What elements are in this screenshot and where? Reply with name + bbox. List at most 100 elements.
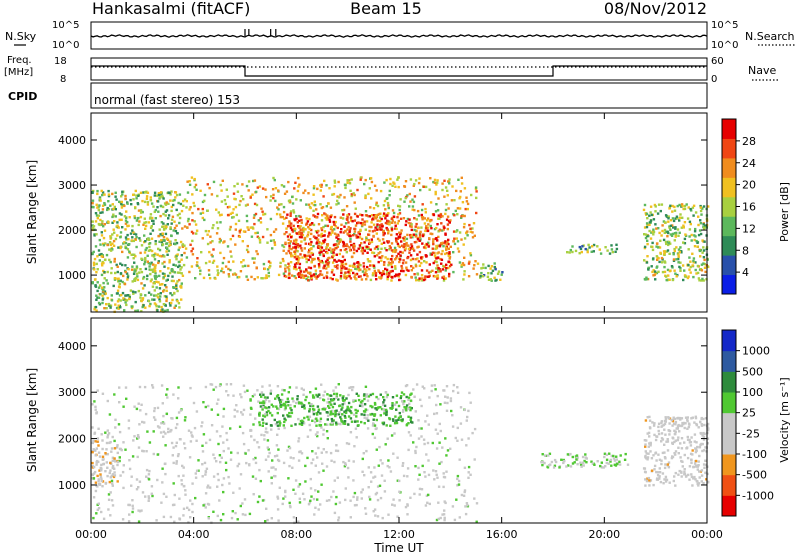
scatter-cell bbox=[111, 435, 114, 439]
scatter-cell bbox=[300, 276, 303, 279]
scatter-cell bbox=[131, 236, 134, 239]
scatter-cell bbox=[424, 211, 427, 214]
scatter-cell bbox=[364, 271, 367, 274]
scatter-cell bbox=[317, 508, 320, 511]
scatter-cell bbox=[442, 225, 445, 228]
scatter-cell bbox=[543, 454, 547, 457]
scatter-cell bbox=[250, 235, 254, 238]
scatter-cell bbox=[442, 485, 445, 489]
scatter-cell bbox=[175, 193, 179, 197]
scatter-cell bbox=[320, 232, 323, 236]
scatter-cell bbox=[692, 261, 695, 264]
scatter-cell bbox=[401, 262, 405, 265]
scatter-cell bbox=[331, 412, 335, 416]
scatter-cell bbox=[147, 221, 151, 224]
scatter-cell bbox=[361, 214, 364, 217]
scatter-cell bbox=[188, 183, 192, 186]
scatter-cell bbox=[291, 254, 294, 257]
scatter-cell bbox=[334, 243, 337, 246]
scatter-cell bbox=[291, 202, 295, 205]
scatter-cell bbox=[368, 268, 371, 271]
scatter-cell bbox=[395, 394, 399, 397]
scatter-cell bbox=[236, 464, 239, 468]
scatter-cell bbox=[133, 216, 137, 220]
scatter-cell bbox=[220, 189, 223, 192]
scatter-cell bbox=[327, 261, 330, 265]
scatter-cell bbox=[341, 217, 345, 220]
scatter-cell bbox=[702, 449, 706, 452]
scatter-cell bbox=[294, 249, 298, 252]
scatter-cell bbox=[98, 197, 102, 200]
scatter-cell bbox=[357, 267, 360, 270]
scatter-cell bbox=[158, 248, 162, 252]
scatter-cell bbox=[289, 200, 292, 204]
scatter-cell bbox=[125, 299, 129, 302]
scatter-cell bbox=[399, 396, 402, 400]
scatter-cell bbox=[99, 211, 102, 214]
scatter-cell bbox=[339, 422, 342, 426]
scatter-cell bbox=[395, 233, 399, 236]
scatter-cell bbox=[430, 389, 433, 393]
scatter-cell bbox=[335, 392, 339, 396]
scatter-cell bbox=[284, 495, 287, 498]
scatter-cell bbox=[449, 397, 453, 400]
scatter-cell bbox=[259, 401, 262, 405]
scatter-cell bbox=[153, 289, 156, 292]
scatter-cell bbox=[370, 480, 373, 483]
scatter-cell bbox=[654, 272, 657, 275]
scatter-cell bbox=[427, 271, 431, 274]
scatter-cell bbox=[107, 200, 110, 203]
scatter-cell bbox=[463, 187, 467, 190]
scatter-cell bbox=[471, 236, 475, 239]
scatter-cell bbox=[386, 275, 389, 278]
scatter-cell bbox=[695, 464, 698, 467]
scatter-cell bbox=[463, 222, 466, 226]
scatter-cell bbox=[269, 392, 272, 395]
scatter-cell bbox=[180, 298, 183, 301]
scatter-cell bbox=[448, 257, 451, 260]
scatter-cell bbox=[615, 458, 618, 461]
scatter-cell bbox=[440, 222, 443, 225]
scatter-cell bbox=[143, 221, 146, 224]
scatter-cell bbox=[437, 235, 440, 239]
scatter-cell bbox=[108, 480, 111, 484]
scatter-cell bbox=[365, 449, 368, 453]
scatter-cell bbox=[180, 209, 184, 213]
scatter-cell bbox=[152, 222, 155, 225]
scatter-cell bbox=[225, 390, 228, 393]
scatter-cell bbox=[291, 195, 294, 199]
scatter-cell bbox=[419, 238, 422, 241]
scatter-cell bbox=[706, 437, 710, 440]
scatter-cell bbox=[91, 191, 94, 194]
scatter-cell bbox=[337, 519, 340, 522]
colorbar-segment bbox=[722, 235, 736, 256]
scatter-cell bbox=[403, 238, 406, 241]
scatter-cell bbox=[274, 228, 278, 231]
scatter-cell bbox=[426, 414, 429, 417]
scatter-cell bbox=[333, 228, 336, 231]
scatter-cell bbox=[177, 397, 180, 400]
scatter-cell bbox=[424, 244, 427, 247]
scatter-cell bbox=[332, 243, 336, 247]
scatter-cell bbox=[682, 207, 685, 211]
scatter-cell bbox=[269, 264, 272, 268]
scatter-cell bbox=[178, 216, 182, 220]
scatter-cell bbox=[318, 264, 321, 267]
scatter-cell bbox=[316, 405, 320, 408]
scatter-cell bbox=[702, 482, 705, 485]
scatter-cell bbox=[673, 205, 676, 209]
scatter-cell bbox=[666, 449, 670, 452]
colorbar-segment bbox=[722, 495, 736, 517]
scatter-cell bbox=[319, 270, 322, 273]
scatter-cell bbox=[371, 405, 374, 408]
scatter-cell bbox=[186, 180, 189, 183]
scatter-cell bbox=[270, 466, 273, 469]
scatter-cell bbox=[352, 246, 355, 249]
scatter-cell bbox=[118, 280, 121, 283]
scatter-cell bbox=[574, 249, 578, 253]
scatter-cell bbox=[373, 269, 376, 273]
scatter-cell bbox=[356, 261, 359, 264]
scatter-cell bbox=[676, 273, 679, 277]
scatter-cell bbox=[562, 461, 565, 465]
